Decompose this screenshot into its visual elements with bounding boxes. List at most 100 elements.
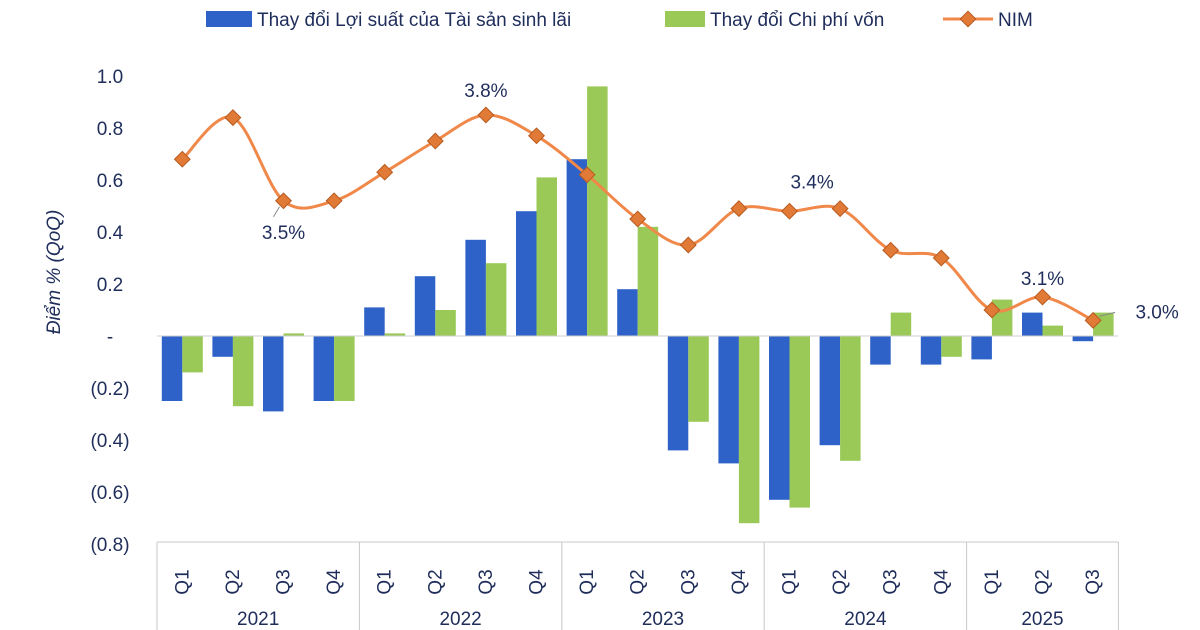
x-tick-label: Q1 [375, 569, 396, 594]
y-tick-label: 0.2 [97, 275, 123, 296]
x-tick-label: Q2 [628, 569, 649, 594]
x-group-label: 2021 [237, 609, 279, 630]
y-tick-label: (0.8) [90, 535, 129, 556]
x-tick-label: Q4 [324, 569, 345, 595]
y-tick-label: 1.0 [97, 67, 123, 88]
y-tick-label: (0.2) [90, 379, 129, 400]
nim-line [173, 106, 1102, 329]
bar-funding-cost-change [384, 333, 406, 336]
nim-marker [1084, 311, 1102, 329]
nim-marker [983, 301, 1001, 319]
bar-yield-change [364, 307, 385, 336]
nim-marker [224, 109, 242, 127]
y-tick-label: 0.4 [97, 223, 124, 244]
legend-label-funding-cost-change: Thay đổi Chi phí vốn [710, 10, 884, 31]
x-tick-label: Q4 [729, 569, 750, 595]
bar-funding-cost-change [637, 226, 659, 336]
bar-yield-change [819, 336, 841, 446]
bar-yield-change [870, 336, 891, 365]
nim-marker [882, 241, 900, 259]
nim-marker [781, 202, 798, 220]
nim-marker [173, 150, 191, 168]
bar-funding-cost-change [789, 336, 810, 508]
x-tick-label: Q3 [476, 569, 497, 594]
x-tick-label: Q2 [223, 569, 244, 594]
bar-yield-change [161, 336, 183, 401]
legend-label-yield-change: Thay đổi Lợi suất của Tài sản sinh lãi [257, 10, 571, 31]
x-tick-label: Q2 [425, 569, 446, 594]
y-tick-label: 0.6 [97, 171, 123, 192]
nim-data-label: 3.5% [262, 223, 305, 244]
y-axis-label-group: Điểm % (QoQ) [44, 210, 65, 335]
nim-marker [629, 210, 647, 228]
x-tick-label: Q4 [931, 569, 952, 595]
nim-marker [932, 249, 950, 267]
nim-data-label: 3.0% [1135, 302, 1178, 323]
bar-yield-change [667, 336, 689, 451]
bars [161, 86, 1114, 524]
x-tick-label: Q3 [1083, 569, 1104, 594]
legend-label-nim: NIM [998, 10, 1033, 31]
nim-marker [477, 106, 495, 124]
nim-marker [1034, 288, 1051, 306]
y-tick-label: (0.4) [90, 431, 129, 452]
nim-marker [730, 200, 748, 218]
bar-yield-change [414, 276, 436, 336]
bar-funding-cost-change [587, 86, 608, 337]
nim-marker [831, 200, 849, 218]
y-tick-label: - [107, 327, 113, 348]
bar-funding-cost-change [1042, 325, 1063, 336]
data-labels: 3.5% 3.8% 3.4% 3.1% 3.0% [262, 81, 1179, 323]
nim-marker [426, 132, 444, 150]
bar-yield-change [920, 336, 942, 365]
x-group-label: 2022 [439, 609, 481, 630]
x-tick-label: Q3 [274, 569, 295, 594]
bar-yield-change [971, 336, 992, 360]
y-axis: 1.0 0.8 0.6 0.4 0.2 - (0.2) (0.4) (0.6) (0.8) [90, 67, 129, 556]
x-axis: Q1 Q2 Q3 Q4 Q1 Q2 Q3 Q4 Q1 Q2 Q3 Q4 Q1 Q2 Q3 Q4 Q1 Q2 Q3 20… [156, 541, 1119, 630]
nim-marker [528, 127, 545, 145]
x-tick-label: Q4 [527, 569, 548, 595]
bar-yield-change [566, 159, 588, 336]
x-tick-label: Q2 [1033, 569, 1054, 594]
bar-yield-change [718, 336, 739, 464]
bar-funding-cost-change [840, 336, 861, 461]
nim-marker [275, 192, 292, 210]
bar-yield-change [516, 211, 537, 336]
bar-funding-cost-change [536, 177, 557, 336]
x-tick-label: Q2 [830, 569, 851, 594]
bar-yield-change [465, 239, 486, 336]
x-tick-label: Q1 [780, 569, 801, 594]
bar-yield-change [769, 336, 790, 500]
bar-funding-cost-change [941, 336, 962, 357]
bar-funding-cost-change [334, 336, 355, 401]
bar-yield-change [617, 289, 638, 336]
nim-data-label: 3.4% [790, 173, 833, 194]
bar-funding-cost-change [485, 263, 507, 336]
x-group-label: 2024 [844, 609, 887, 630]
nim-marker [578, 166, 596, 184]
legend-swatch-funding-cost-change [665, 11, 705, 27]
bar-yield-change [212, 336, 233, 357]
bar-funding-cost-change [738, 336, 760, 524]
x-tick-label: Q1 [982, 569, 1003, 594]
x-group-label: 2025 [1021, 609, 1063, 630]
x-tick-label: Q3 [678, 569, 699, 594]
legend-swatch-yield-change [206, 11, 252, 27]
legend-swatch-nim-marker [959, 10, 977, 28]
bar-yield-change [1072, 336, 1094, 342]
bar-yield-change [1022, 312, 1043, 336]
nim-marker [376, 163, 394, 181]
bar-funding-cost-change [435, 310, 456, 336]
legend: Thay đổi Lợi suất của Tài sản sinh lãi Th… [206, 10, 1033, 31]
bar-funding-cost-change [182, 336, 203, 373]
y-axis-label: Điểm % (QoQ) [44, 210, 65, 335]
x-group-label: 2023 [642, 609, 684, 630]
bar-yield-change [263, 336, 284, 412]
nim-marker [325, 192, 343, 210]
x-tick-label: Q1 [172, 569, 193, 594]
y-tick-label: 0.8 [97, 119, 123, 140]
bar-funding-cost-change [688, 336, 709, 422]
nim-marker [679, 236, 697, 254]
